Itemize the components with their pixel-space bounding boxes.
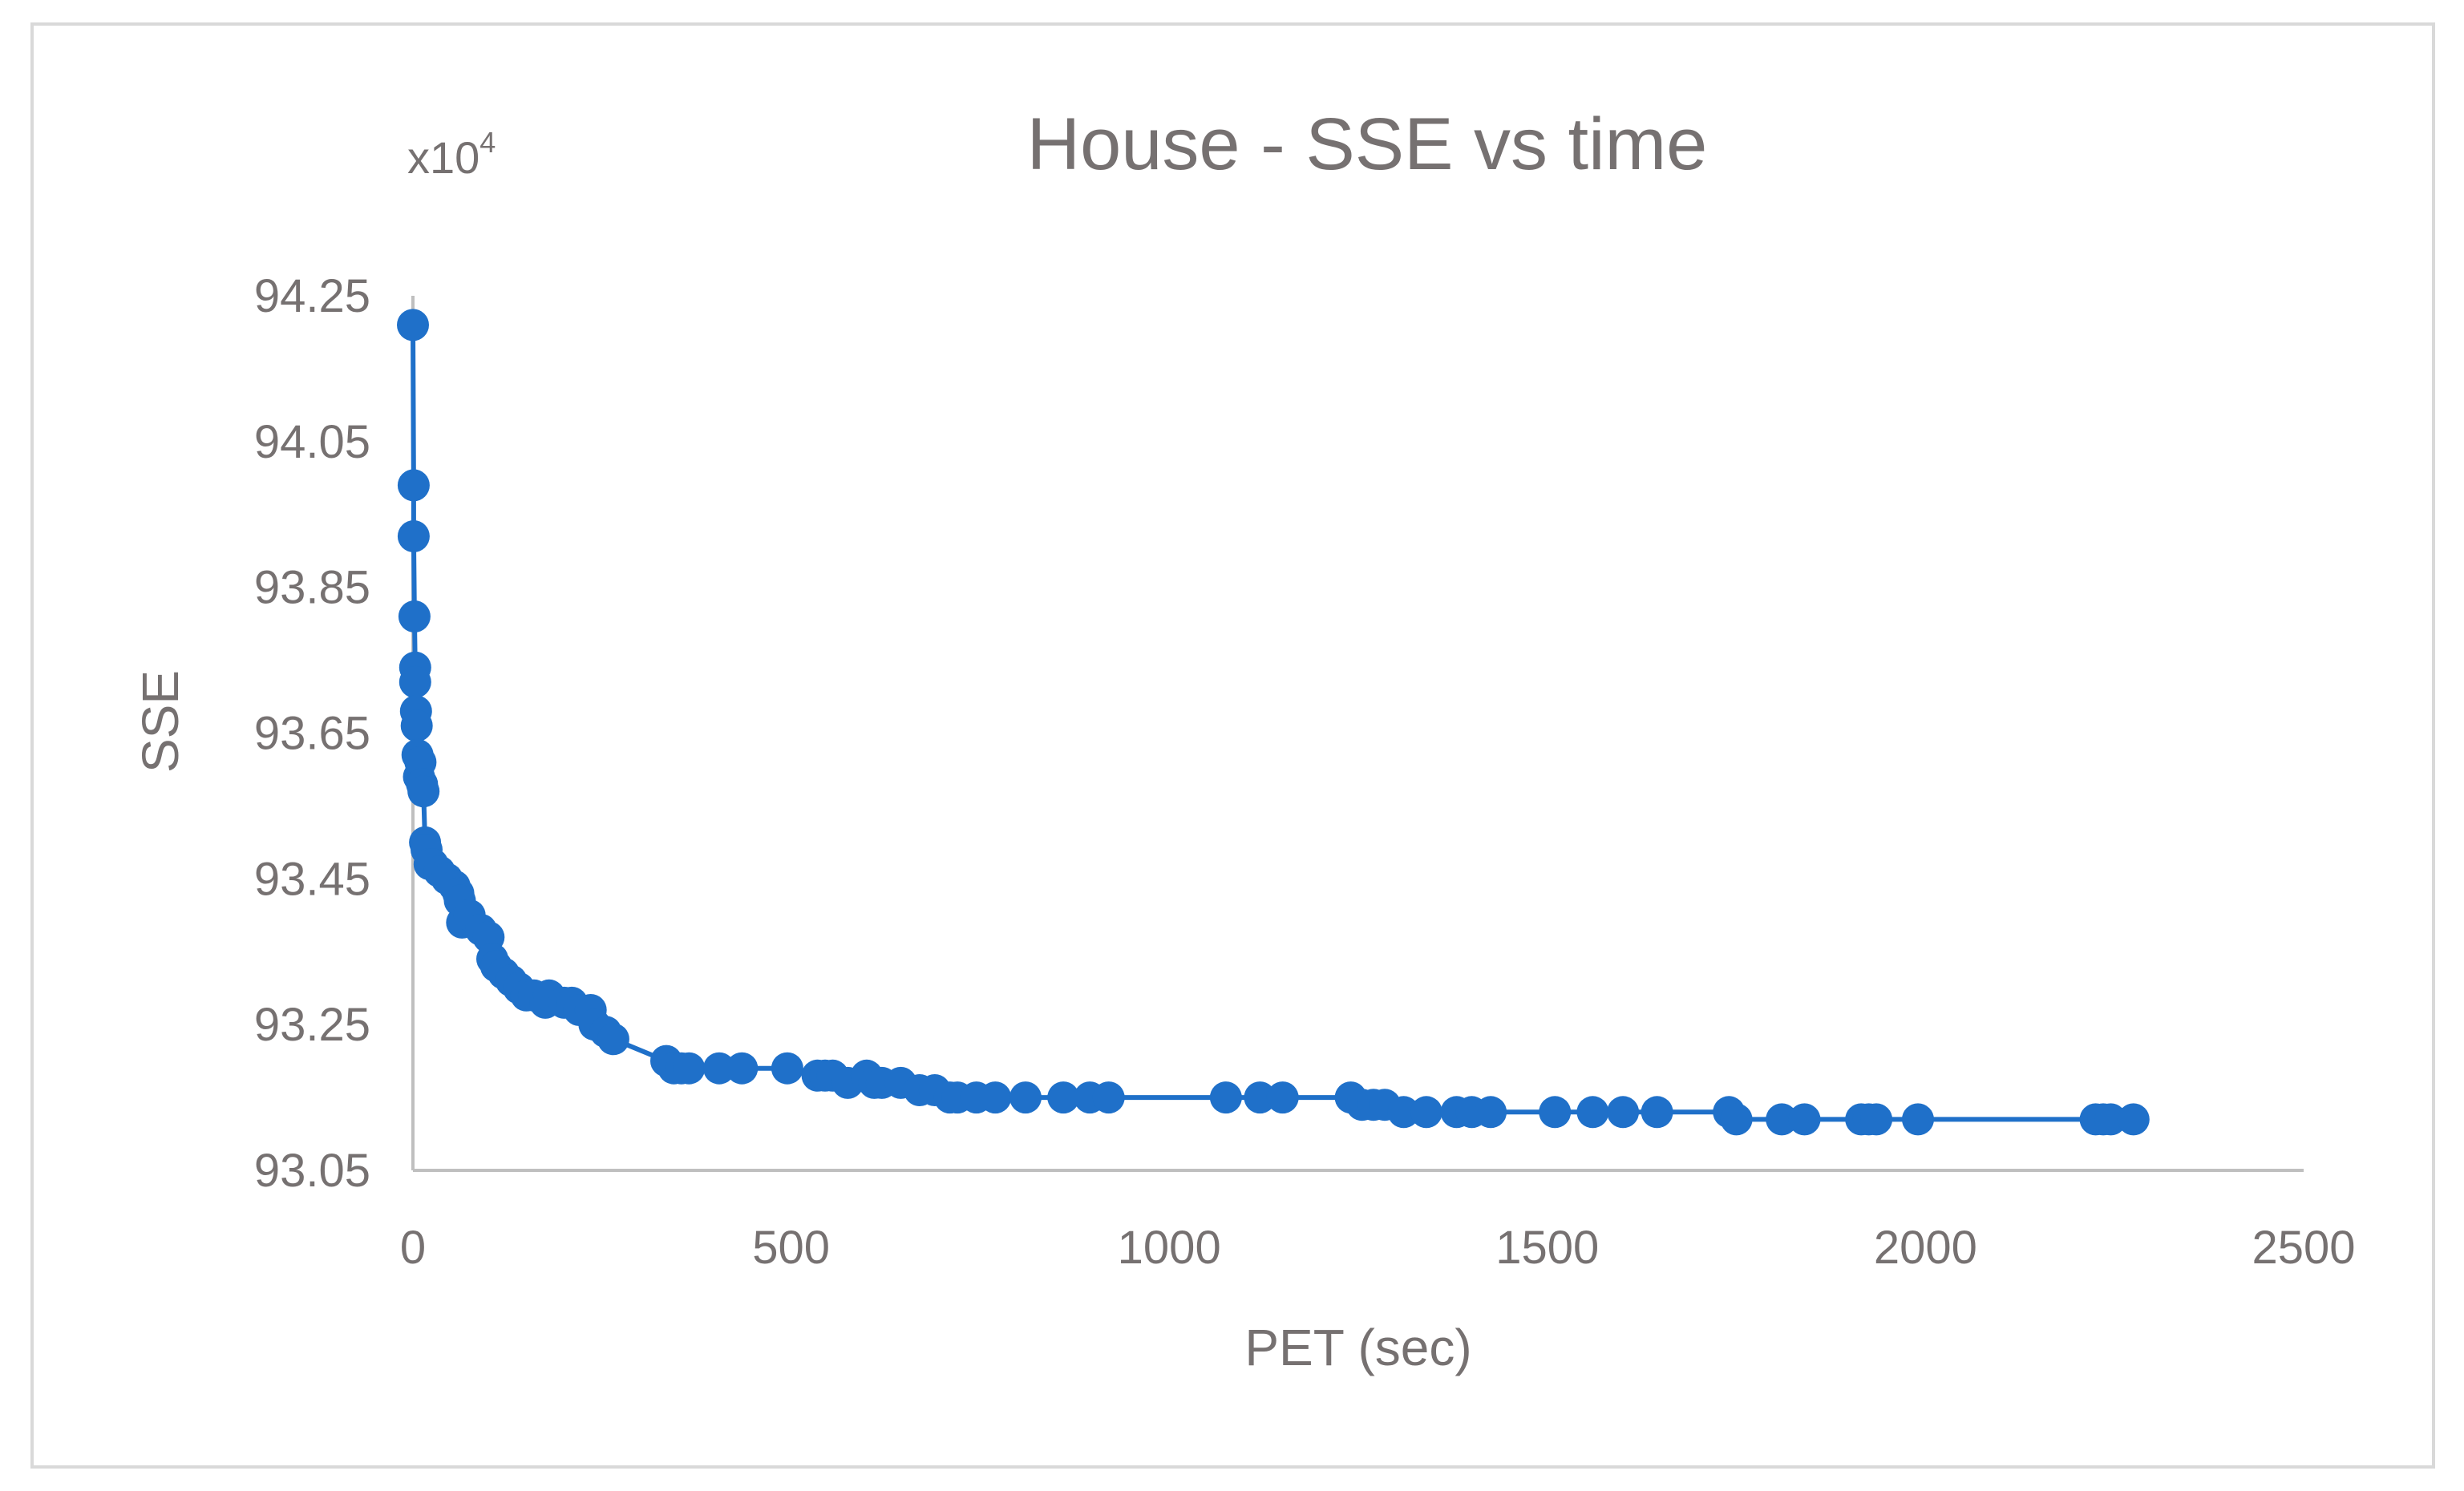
data-point — [1607, 1096, 1640, 1129]
x-tick-label: 1500 — [1495, 1222, 1599, 1274]
y-tick-label: 93.65 — [254, 708, 370, 760]
data-point — [1047, 1081, 1080, 1114]
data-point — [597, 1023, 629, 1056]
data-point — [2094, 1103, 2127, 1136]
x-tick-label: 2500 — [2252, 1222, 2355, 1274]
x-axis-label: PET (sec) — [1244, 1319, 1471, 1376]
y-tick-label: 93.05 — [254, 1145, 370, 1197]
y-tick-label: 93.45 — [254, 853, 370, 905]
y-tick-label: 94.05 — [254, 416, 370, 468]
data-point — [1539, 1096, 1572, 1129]
x-tick-label: 2000 — [1874, 1222, 1977, 1274]
y-axis-label: SSE — [131, 670, 189, 773]
data-point — [1387, 1096, 1420, 1129]
data-point — [1244, 1081, 1277, 1114]
y-multiplier: x104 — [407, 126, 496, 183]
y-tick-label: 93.85 — [254, 562, 370, 614]
data-point — [726, 1052, 759, 1085]
data-point — [979, 1081, 1012, 1114]
data-point — [1209, 1081, 1242, 1114]
data-point — [400, 709, 433, 742]
data-point — [771, 1052, 803, 1085]
data-point — [398, 600, 431, 632]
data-point — [399, 665, 431, 698]
data-point — [2117, 1103, 2150, 1136]
data-point — [1902, 1103, 1934, 1136]
y-tick-label: 93.25 — [254, 999, 370, 1051]
x-tick-label: 1000 — [1118, 1222, 1221, 1274]
x-tick-label: 500 — [752, 1222, 830, 1274]
data-point — [407, 775, 440, 808]
data-point — [397, 520, 430, 552]
data-point — [1766, 1103, 1798, 1136]
data-point — [1410, 1096, 1442, 1129]
data-point — [1788, 1103, 1821, 1136]
data-point — [673, 1052, 706, 1085]
chart-border — [30, 22, 2435, 1469]
data-point — [1720, 1103, 1753, 1136]
data-point — [1576, 1096, 1609, 1129]
data-point — [397, 469, 430, 502]
data-point — [1009, 1081, 1042, 1114]
y-tick-label: 94.25 — [254, 270, 370, 322]
data-point — [397, 309, 429, 341]
data-point — [1641, 1096, 1673, 1129]
data-point — [1475, 1096, 1507, 1129]
data-point — [1266, 1081, 1299, 1114]
data-point — [1860, 1103, 1893, 1136]
data-point — [1092, 1081, 1125, 1114]
chart-title: House - SSE vs time — [1027, 103, 1708, 185]
x-tick-label: 0 — [400, 1222, 426, 1274]
data-point — [703, 1052, 735, 1085]
